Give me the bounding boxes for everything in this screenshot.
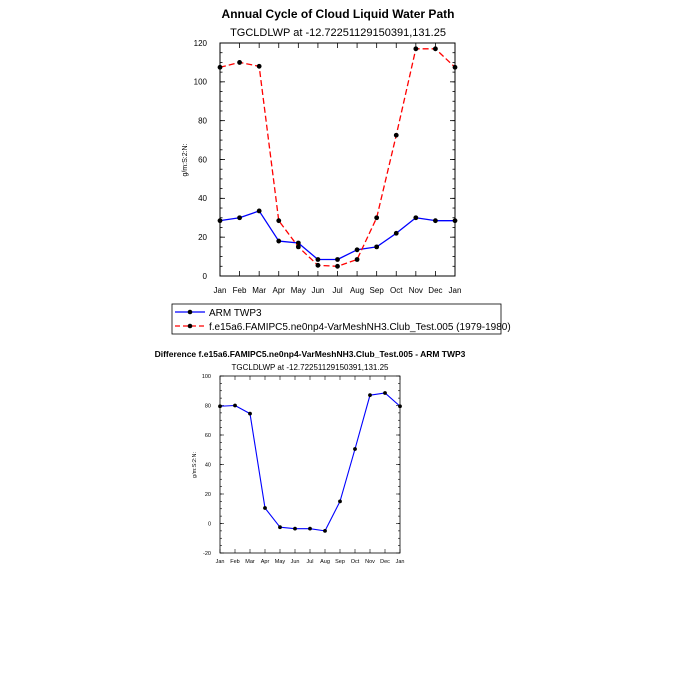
chart1-subtitle: TGCLDLWP at -12.72251129150391,131.25 [230, 27, 446, 39]
x-tick-label: Oct [351, 559, 360, 565]
x-tick-label: Jun [291, 559, 300, 565]
data-point [433, 46, 438, 52]
x-tick-label: Sep [370, 286, 385, 295]
y-tick-label: 100 [194, 78, 208, 87]
data-point [278, 525, 282, 530]
data-point [335, 257, 340, 262]
legend-swatch-marker [187, 309, 193, 315]
x-tick-label: Jan [396, 559, 405, 565]
data-point [217, 218, 223, 224]
data-point [383, 391, 387, 395]
x-tick-label: Nov [409, 286, 423, 295]
data-point [217, 64, 223, 70]
data-point [393, 132, 399, 138]
chart1-plot-area: 0 20 40 60 80 100 120 Jan Feb Mar Apr May Jun Jul Aug S… [194, 39, 462, 295]
data-point [354, 257, 360, 262]
x-tick-label: Feb [230, 559, 239, 565]
x-tick-label: Jan [449, 286, 462, 295]
x-tick-label: Apr [273, 286, 286, 295]
x-tick-label: Mar [252, 286, 266, 295]
data-point [263, 506, 267, 510]
y-tick-label: 40 [205, 462, 211, 468]
chart-annual-cycle: Annual Cycle of Cloud Liquid Water Path … [182, 7, 461, 295]
data-point [413, 46, 419, 52]
x-tick-label: Oct [390, 286, 403, 295]
legend-entry-model: f.e15a6.FAMIPC5.ne0np4-VarMeshNH3.Club_T… [175, 322, 511, 333]
x-tick-label: Dec [428, 286, 442, 295]
chart-difference: Difference f.e15a6.FAMIPC5.ne0np4-VarMes… [155, 349, 466, 565]
x-tick-label: May [291, 286, 306, 295]
x-tick-label: Aug [350, 286, 364, 295]
legend-label-arm: ARM TWP3 [209, 308, 262, 319]
y-tick-label: 40 [198, 194, 207, 203]
data-point [368, 393, 372, 398]
legend-entry-arm: ARM TWP3 [175, 308, 262, 319]
y-tick-label: 60 [198, 155, 207, 164]
chart1-ylabel: g/m:S:2:N: [182, 143, 189, 176]
y-tick-label: -20 [203, 551, 211, 557]
legend-label-model: f.e15a6.FAMIPC5.ne0np4-VarMeshNH3.Club_T… [209, 322, 511, 333]
legend-box [171, 303, 502, 335]
y-tick-label: 0 [208, 521, 211, 527]
y-tick-label: 20 [198, 233, 207, 242]
chart1-title: Annual Cycle of Cloud Liquid Water Path [222, 7, 455, 21]
data-point [335, 263, 340, 269]
chart2-ylabel: g/m:S:2:N: [192, 452, 198, 478]
y-tick-label: 0 [203, 272, 208, 281]
data-point [256, 63, 262, 69]
data-point [248, 411, 252, 416]
data-point [452, 218, 458, 224]
y-tick-label: 80 [205, 403, 211, 409]
data-point [413, 215, 419, 221]
x-tick-label: Jan [214, 286, 227, 295]
y-tick-label: 60 [205, 433, 211, 439]
data-point [233, 403, 237, 408]
data-point [237, 215, 242, 221]
chart2-plot-area: -20 0 20 40 60 80 100 Jan Feb Mar Apr May Jun Jul Aug S… [202, 374, 405, 565]
data-point [308, 526, 312, 531]
x-tick-label: Jul [306, 559, 313, 565]
data-point [315, 257, 321, 262]
x-tick-label: Aug [320, 559, 330, 565]
x-tick-label: Sep [335, 559, 345, 565]
data-point [338, 499, 342, 504]
data-point [315, 262, 321, 268]
data-point [374, 244, 380, 250]
data-point [433, 218, 438, 224]
data-point [237, 60, 242, 65]
data-point [323, 528, 327, 533]
data-point [353, 447, 357, 451]
data-point [256, 208, 262, 214]
data-point [276, 218, 282, 224]
x-tick-label: Dec [380, 559, 390, 565]
y-tick-label: 80 [198, 116, 207, 125]
x-tick-label: Feb [233, 286, 247, 295]
data-point [354, 247, 360, 253]
x-tick-label: Jun [311, 286, 324, 295]
data-point [452, 64, 458, 70]
legend: ARM TWP3 f.e15a6.FAMIPC5.ne0np4-VarMeshN… [171, 303, 511, 335]
x-tick-label: May [275, 559, 286, 565]
x-tick-label: Jan [216, 559, 225, 565]
y-tick-label: 120 [194, 39, 208, 48]
data-point [295, 244, 301, 250]
legend-swatch-marker [187, 323, 193, 329]
data-point [218, 404, 222, 409]
x-tick-label: Apr [261, 559, 270, 565]
y-tick-label: 100 [202, 374, 211, 380]
x-tick-label: Jul [332, 286, 342, 295]
y-tick-label: 20 [205, 492, 211, 498]
x-tick-label: Nov [365, 559, 375, 565]
data-point [293, 526, 297, 531]
chart2-title: Difference f.e15a6.FAMIPC5.ne0np4-VarMes… [155, 349, 466, 359]
x-tick-label: Mar [245, 559, 255, 565]
data-point [374, 215, 380, 221]
chart2-subtitle: TGCLDLWP at -12.72251129150391,131.25 [232, 363, 390, 372]
data-point [393, 230, 399, 236]
data-point [398, 404, 402, 409]
data-point [276, 238, 282, 244]
